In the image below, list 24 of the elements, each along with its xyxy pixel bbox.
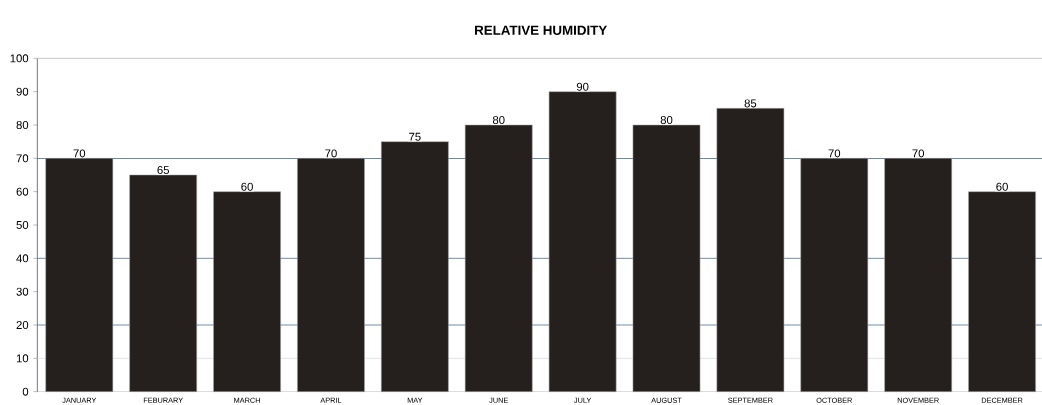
- data-label: 80: [660, 116, 673, 125]
- data-label: 65: [157, 166, 170, 175]
- data-label: 85: [744, 99, 757, 108]
- data-label: 75: [409, 132, 421, 141]
- y-tick-label: 50: [16, 221, 29, 230]
- data-label: 70: [828, 149, 841, 158]
- data-label: 70: [325, 149, 337, 158]
- y-tick-label: 90: [16, 87, 29, 96]
- y-tick-label: 30: [16, 287, 29, 296]
- y-tick-label: 40: [16, 254, 29, 263]
- data-label: 70: [73, 149, 86, 158]
- y-tick-label: 100: [10, 54, 29, 63]
- data-label: 80: [492, 116, 505, 125]
- data-label: 70: [912, 149, 925, 158]
- data-label: 90: [576, 82, 589, 91]
- y-tick-label: 20: [16, 321, 29, 330]
- chart-title: RELATIVE HUMIDITY: [475, 25, 607, 35]
- y-tick-label: 0: [22, 387, 29, 396]
- data-label: 60: [996, 182, 1008, 191]
- y-tick-label: 70: [16, 154, 29, 163]
- y-tick-label: 10: [16, 354, 29, 363]
- y-tick-label: 80: [16, 121, 29, 130]
- y-tick-label: 60: [16, 187, 29, 196]
- data-label: 60: [241, 182, 253, 191]
